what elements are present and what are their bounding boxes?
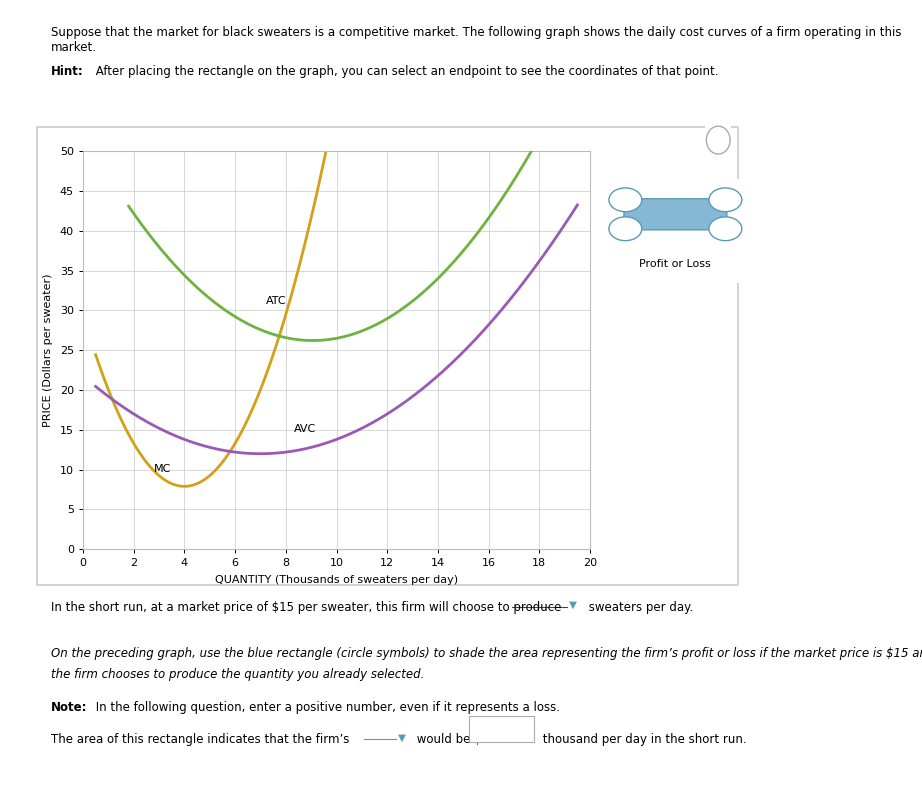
Text: Hint:: Hint: bbox=[51, 65, 84, 78]
Text: thousand per day in the short run.: thousand per day in the short run. bbox=[539, 733, 747, 746]
Text: On the preceding graph, use the blue rectangle (circle symbols) to shade the are: On the preceding graph, use the blue rec… bbox=[51, 647, 922, 660]
Circle shape bbox=[706, 127, 730, 154]
Circle shape bbox=[709, 188, 742, 212]
Text: The area of this rectangle indicates that the firm’s: The area of this rectangle indicates tha… bbox=[51, 733, 349, 746]
Circle shape bbox=[709, 217, 742, 240]
Text: would be: would be bbox=[413, 733, 470, 746]
Circle shape bbox=[609, 188, 642, 212]
Text: the firm chooses to produce the quantity you already selected.: the firm chooses to produce the quantity… bbox=[51, 668, 424, 681]
Text: ▼: ▼ bbox=[569, 600, 577, 611]
Text: Profit or Loss: Profit or Loss bbox=[640, 259, 711, 269]
Text: market.: market. bbox=[51, 41, 97, 54]
Text: After placing the rectangle on the graph, you can select an endpoint to see the : After placing the rectangle on the graph… bbox=[92, 65, 719, 78]
Text: AVC: AVC bbox=[293, 423, 315, 434]
Text: Suppose that the market for black sweaters is a competitive market. The followin: Suppose that the market for black sweate… bbox=[51, 26, 901, 39]
Circle shape bbox=[609, 217, 642, 240]
Text: ?: ? bbox=[715, 134, 722, 146]
Text: sweaters per day.: sweaters per day. bbox=[585, 601, 693, 614]
Text: ▼: ▼ bbox=[398, 732, 407, 743]
Text: $: $ bbox=[474, 733, 481, 746]
X-axis label: QUANTITY (Thousands of sweaters per day): QUANTITY (Thousands of sweaters per day) bbox=[215, 576, 458, 585]
Text: ATC: ATC bbox=[266, 296, 286, 306]
Text: In the following question, enter a positive number, even if it represents a loss: In the following question, enter a posit… bbox=[92, 701, 561, 714]
Text: In the short run, at a market price of $15 per sweater, this firm will choose to: In the short run, at a market price of $… bbox=[51, 601, 561, 614]
FancyBboxPatch shape bbox=[624, 199, 727, 230]
Y-axis label: PRICE (Dollars per sweater): PRICE (Dollars per sweater) bbox=[43, 274, 53, 427]
Text: MC: MC bbox=[154, 463, 171, 474]
Text: Note:: Note: bbox=[51, 701, 88, 714]
